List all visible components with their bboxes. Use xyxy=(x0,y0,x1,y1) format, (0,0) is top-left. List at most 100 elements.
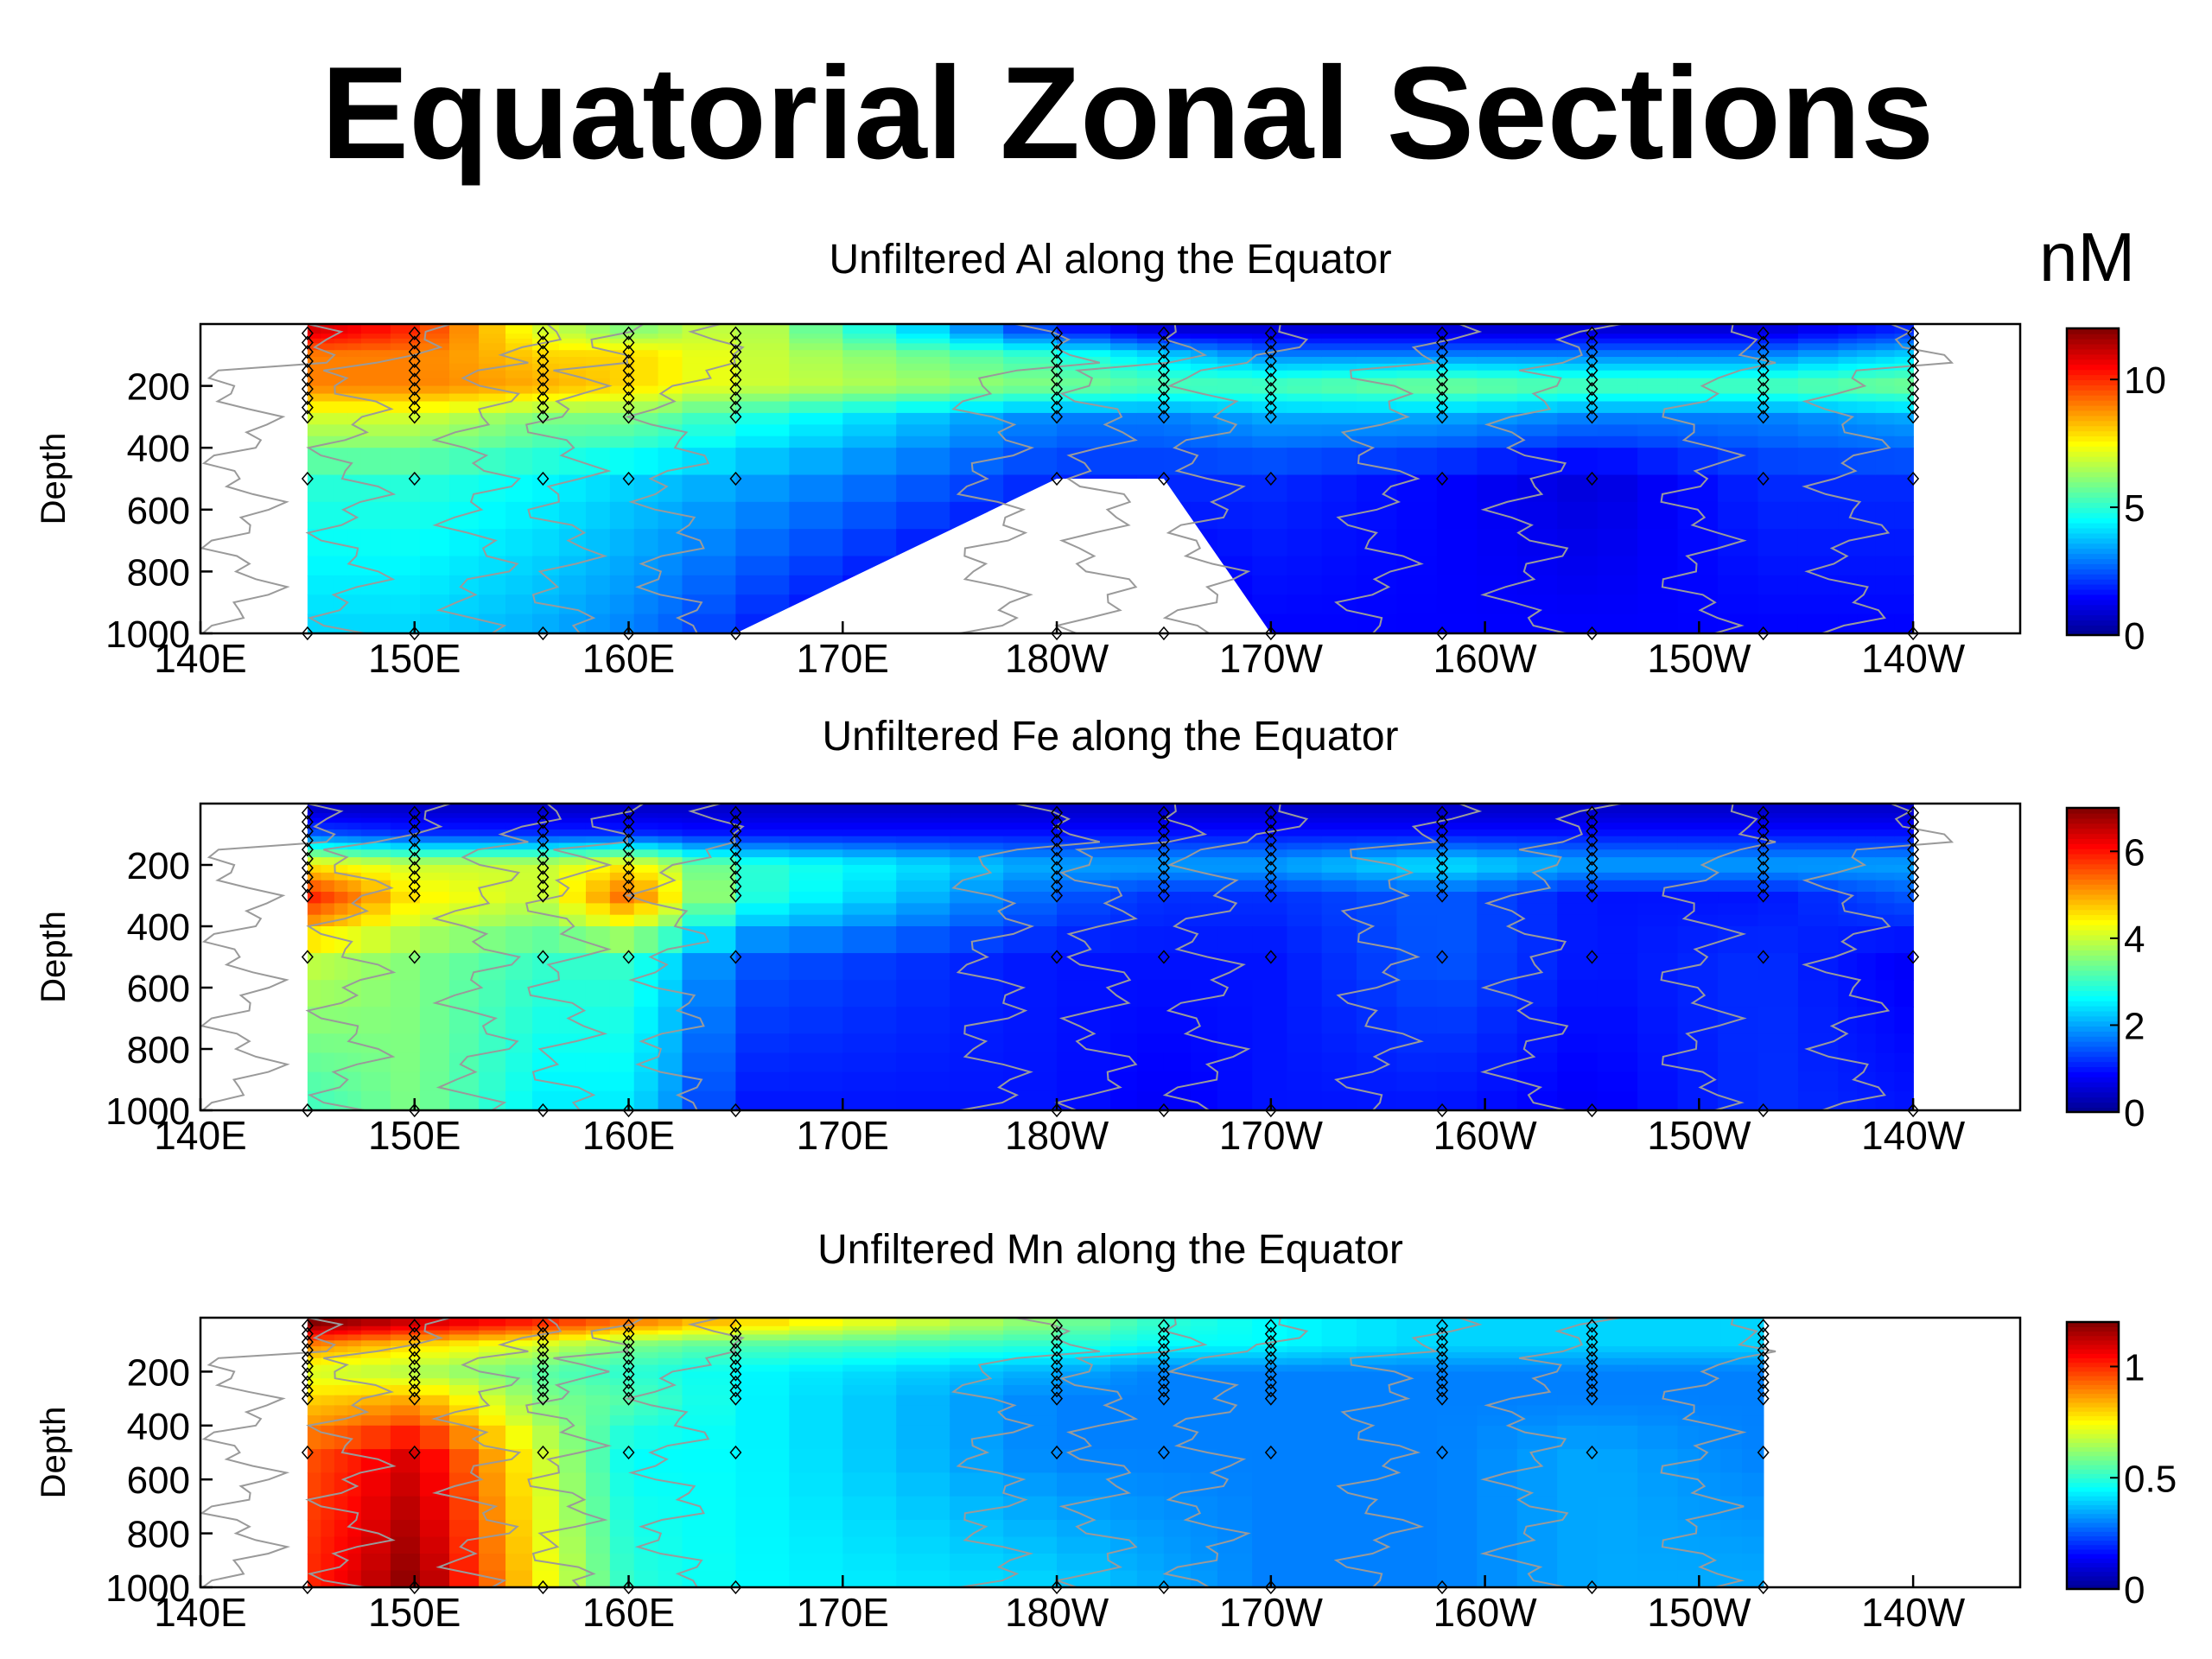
heatmap-cell xyxy=(390,1340,421,1347)
heatmap-cell xyxy=(1677,474,1719,503)
heatmap-cell xyxy=(390,892,421,905)
heatmap-cell xyxy=(449,334,480,340)
sample-marker xyxy=(1586,1351,1599,1365)
heatmap-cell xyxy=(1003,370,1058,379)
heatmap-cell xyxy=(1136,1007,1165,1035)
heatmap-cell xyxy=(1110,1378,1138,1386)
heatmap-cell xyxy=(735,1385,791,1396)
heatmap-cell xyxy=(1057,1520,1111,1538)
heatmap-cell xyxy=(1477,813,1518,819)
heatmap-cell xyxy=(1217,1318,1253,1323)
x-tick-label: 170E xyxy=(797,1590,889,1635)
heatmap-cell xyxy=(1136,857,1165,866)
heatmap-cell xyxy=(1477,556,1518,576)
heatmap-cell xyxy=(585,393,611,403)
heatmap-cell xyxy=(390,808,421,814)
heatmap-cell xyxy=(1252,385,1288,395)
heatmap-cell xyxy=(1857,1052,1877,1073)
heatmap-cell xyxy=(321,823,335,830)
heatmap-cell xyxy=(1436,829,1478,837)
heatmap-cell xyxy=(842,926,898,954)
heatmap-cell xyxy=(1436,1536,1478,1554)
sample-marker xyxy=(1157,1351,1170,1365)
heatmap-cell xyxy=(1436,1554,1478,1572)
sample-marker xyxy=(1757,1351,1770,1365)
colorbar-swatch xyxy=(2067,348,2119,355)
sample-marker xyxy=(1907,363,1920,378)
heatmap-cell xyxy=(1477,804,1518,810)
heatmap-cell xyxy=(1321,1570,1357,1588)
heatmap-cell xyxy=(347,880,362,893)
heatmap-cell xyxy=(1477,1071,1518,1092)
heatmap-cell xyxy=(1136,1340,1165,1347)
colorbar-swatch xyxy=(2067,1335,2119,1341)
heatmap-cell xyxy=(559,872,587,881)
heatmap-cell xyxy=(1057,350,1111,358)
heatmap-cell xyxy=(321,953,335,981)
sample-marker xyxy=(729,833,742,848)
heatmap-cell xyxy=(1252,1405,1288,1416)
heatmap-cell xyxy=(1637,556,1679,576)
sample-marker xyxy=(1757,1383,1770,1398)
colorbar-swatch xyxy=(2067,430,2119,437)
heatmap-cell xyxy=(1057,1371,1111,1379)
heatmap-cell xyxy=(1252,880,1288,893)
heatmap-cell xyxy=(347,529,362,557)
heatmap-cell xyxy=(585,1007,611,1035)
heatmap-cell xyxy=(1436,808,1478,814)
sample-marker xyxy=(622,372,635,387)
sample-marker xyxy=(1264,335,1277,350)
heatmap-cell xyxy=(1516,1385,1559,1396)
sample-marker xyxy=(537,879,550,894)
heatmap-cell xyxy=(419,892,450,905)
sample-marker xyxy=(1436,1103,1449,1118)
heatmap-cell xyxy=(1356,343,1398,352)
sample-marker xyxy=(1757,372,1770,387)
heatmap-cell xyxy=(1163,393,1192,403)
heatmap-cell xyxy=(896,1570,950,1588)
heatmap-cell xyxy=(1287,926,1323,954)
heatmap-cell xyxy=(1321,448,1357,476)
heatmap-cell xyxy=(1396,1364,1438,1373)
heatmap-cell xyxy=(1637,575,1679,596)
heatmap-cell xyxy=(585,1415,611,1427)
heatmap-cell xyxy=(1287,1340,1323,1347)
heatmap-cell xyxy=(735,926,791,954)
heatmap-cell xyxy=(321,849,335,858)
heatmap-cell xyxy=(1894,813,1914,819)
heatmap-cell xyxy=(505,393,533,403)
heatmap-cell xyxy=(1163,424,1192,437)
heatmap-cell xyxy=(1321,474,1357,503)
heatmap-cell xyxy=(559,556,587,576)
heatmap-cell xyxy=(1287,370,1323,379)
heatmap-cell xyxy=(1875,903,1896,916)
heatmap-cell xyxy=(360,1554,391,1572)
heatmap-cell xyxy=(1718,393,1759,403)
heatmap-cell xyxy=(1110,370,1138,379)
heatmap-cell xyxy=(950,1405,1004,1416)
profile-trace xyxy=(624,803,745,1111)
heatmap-cell xyxy=(1136,448,1165,476)
heatmap-cell xyxy=(390,350,421,358)
heatmap-cell xyxy=(585,1395,611,1407)
heatmap-cell xyxy=(1136,926,1165,954)
sample-marker xyxy=(1264,842,1277,857)
heatmap-cell xyxy=(1163,865,1192,874)
sample-marker xyxy=(1264,400,1277,415)
sample-marker xyxy=(537,345,550,359)
heatmap-cell xyxy=(360,556,391,576)
sample-marker xyxy=(729,410,742,424)
heatmap-cell xyxy=(585,1536,611,1554)
heatmap-cell xyxy=(1758,324,1799,330)
heatmap-cell xyxy=(321,829,335,837)
heatmap-cell xyxy=(585,1346,611,1353)
heatmap-cell xyxy=(1110,926,1138,954)
heatmap-cell xyxy=(307,808,322,814)
heatmap-cell xyxy=(321,1371,335,1379)
heatmap-cell xyxy=(1875,872,1896,881)
heatmap-cell xyxy=(1136,370,1165,379)
heatmap-cell xyxy=(1190,865,1218,874)
heatmap-cell xyxy=(1477,412,1518,426)
heatmap-cell xyxy=(1894,865,1914,874)
heatmap-cell xyxy=(735,334,791,340)
